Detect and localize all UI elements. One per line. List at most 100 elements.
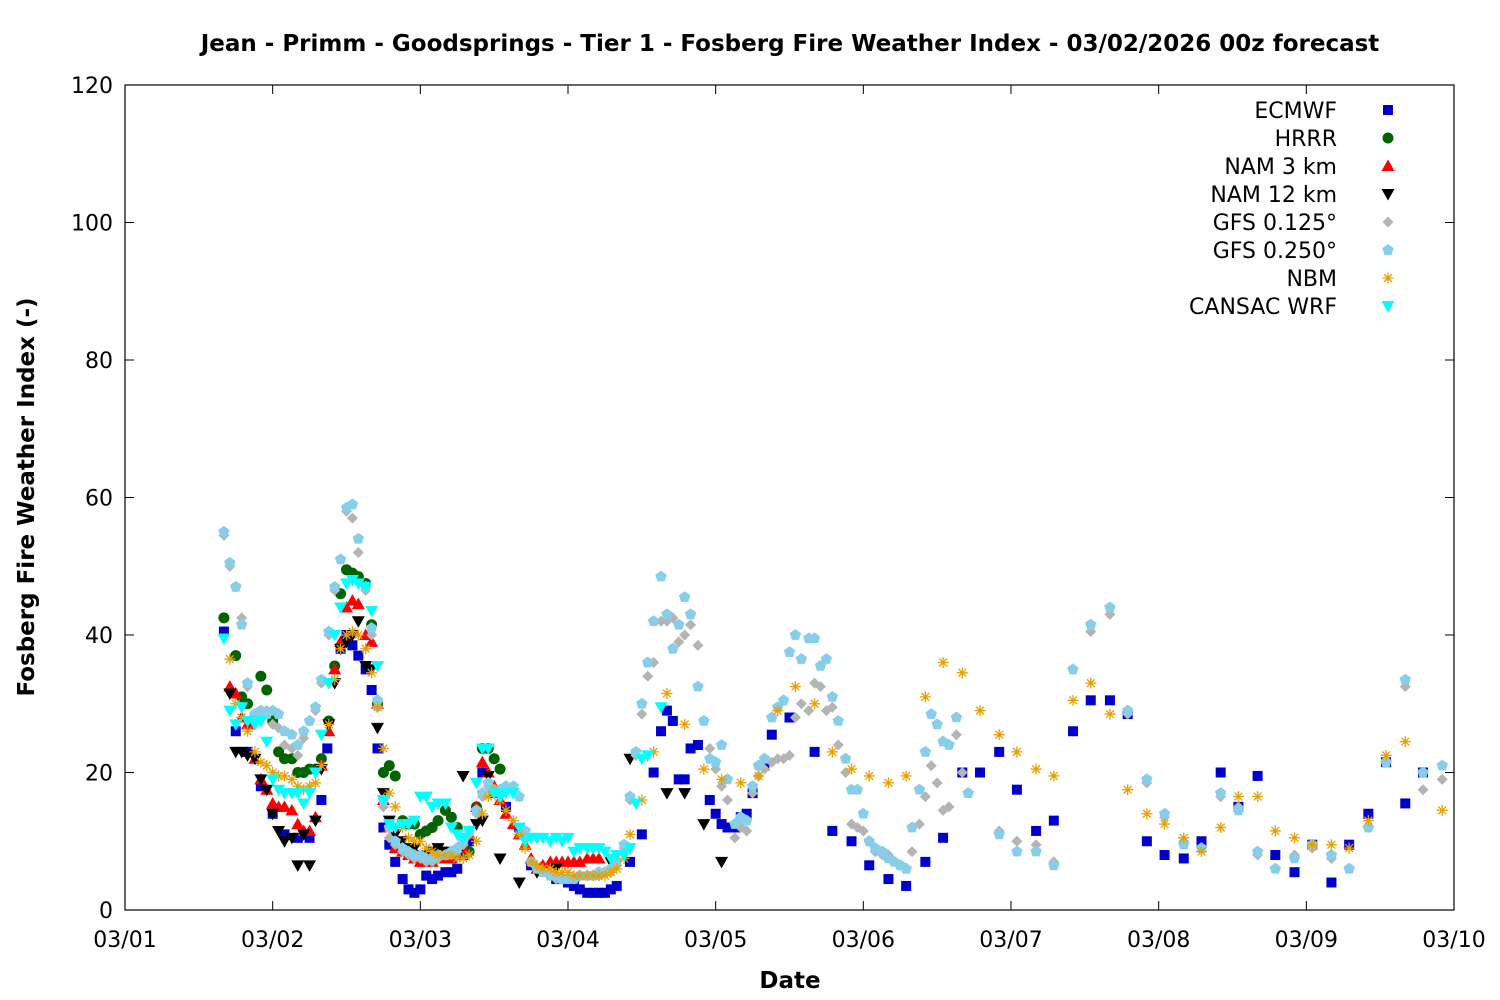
data-point — [544, 863, 556, 875]
data-point — [315, 753, 327, 765]
data-point — [1232, 791, 1244, 803]
data-point — [692, 680, 704, 692]
data-point — [419, 791, 433, 804]
data-point — [1048, 770, 1060, 782]
data-point — [445, 849, 457, 861]
data-point — [1436, 804, 1448, 816]
data-point — [223, 705, 237, 718]
data-point — [329, 580, 341, 592]
data-point — [641, 750, 655, 762]
data-point — [729, 832, 741, 844]
data-point — [456, 770, 470, 783]
y-tick-label: 120 — [71, 74, 113, 99]
data-point — [974, 705, 986, 717]
data-point — [340, 601, 353, 613]
data-point — [900, 770, 912, 782]
data-point — [292, 780, 304, 792]
data-point — [698, 763, 710, 775]
data-point — [1141, 836, 1152, 847]
data-point — [1215, 767, 1226, 778]
data-point — [382, 819, 396, 831]
data-point — [741, 814, 753, 826]
data-point — [308, 815, 322, 828]
data-point — [1178, 832, 1190, 844]
data-point — [950, 729, 962, 741]
data-point — [673, 618, 685, 630]
data-point — [1030, 845, 1042, 857]
data-point — [925, 760, 937, 772]
data-point — [388, 822, 402, 834]
data-point — [789, 712, 801, 723]
data-point — [512, 877, 526, 889]
data-point — [685, 743, 696, 754]
data-point — [698, 714, 710, 726]
data-point — [365, 605, 379, 618]
data-point — [266, 808, 280, 821]
data-point — [1196, 836, 1207, 847]
data-point — [815, 681, 827, 693]
data-point — [389, 770, 401, 782]
data-point — [481, 743, 495, 755]
data-point — [611, 863, 623, 875]
data-point — [1159, 818, 1171, 830]
data-point — [536, 832, 550, 845]
data-point — [433, 870, 444, 881]
data-point — [286, 728, 298, 740]
data-point — [795, 698, 807, 710]
data-point — [623, 843, 637, 855]
data-point — [347, 640, 358, 651]
data-point — [956, 667, 968, 679]
data-point — [493, 853, 507, 865]
data-point — [710, 808, 721, 819]
data-point — [1362, 815, 1374, 827]
data-point — [366, 667, 378, 679]
data-point — [236, 612, 248, 624]
data-point — [462, 825, 476, 838]
data-point — [261, 760, 273, 772]
legend-label-cansac-wrf: CANSAC WRF — [1189, 295, 1337, 320]
data-point — [241, 750, 255, 762]
data-point — [697, 819, 711, 831]
data-point — [323, 718, 335, 730]
data-point — [937, 657, 949, 668]
data-point — [735, 777, 747, 789]
y-axis: 0 20 40 60 80 100 120 — [71, 74, 1454, 924]
data-point — [285, 803, 299, 816]
data-point — [943, 739, 955, 750]
data-point — [277, 800, 291, 812]
data-point — [692, 639, 704, 651]
data-point — [297, 829, 311, 841]
data-point — [1048, 859, 1060, 871]
data-point — [913, 783, 926, 795]
data-point — [525, 856, 537, 868]
data-point — [1417, 784, 1429, 796]
data-point — [378, 822, 389, 833]
legend-label-hrrr: HRRR — [1275, 127, 1337, 152]
data-point — [309, 701, 322, 712]
data-point — [315, 760, 327, 772]
series-nbm — [224, 626, 1448, 882]
data-point — [673, 636, 685, 648]
data-point — [285, 832, 299, 845]
data-point — [832, 714, 844, 726]
data-point — [397, 874, 408, 885]
data-point — [291, 817, 305, 830]
data-point — [272, 708, 285, 719]
data-point — [624, 828, 636, 840]
data-point — [617, 850, 631, 862]
data-point — [550, 866, 562, 878]
data-point — [254, 774, 268, 786]
data-point — [236, 618, 248, 630]
data-point — [883, 874, 894, 885]
data-point — [260, 784, 274, 797]
data-point — [1048, 815, 1059, 826]
data-point — [549, 832, 563, 845]
data-point — [599, 870, 611, 882]
data-point — [431, 843, 445, 855]
data-point — [352, 532, 364, 544]
data-point — [236, 712, 248, 723]
data-point — [229, 719, 243, 731]
data-point — [329, 674, 341, 686]
data-point — [629, 798, 643, 810]
data-point — [943, 801, 955, 813]
